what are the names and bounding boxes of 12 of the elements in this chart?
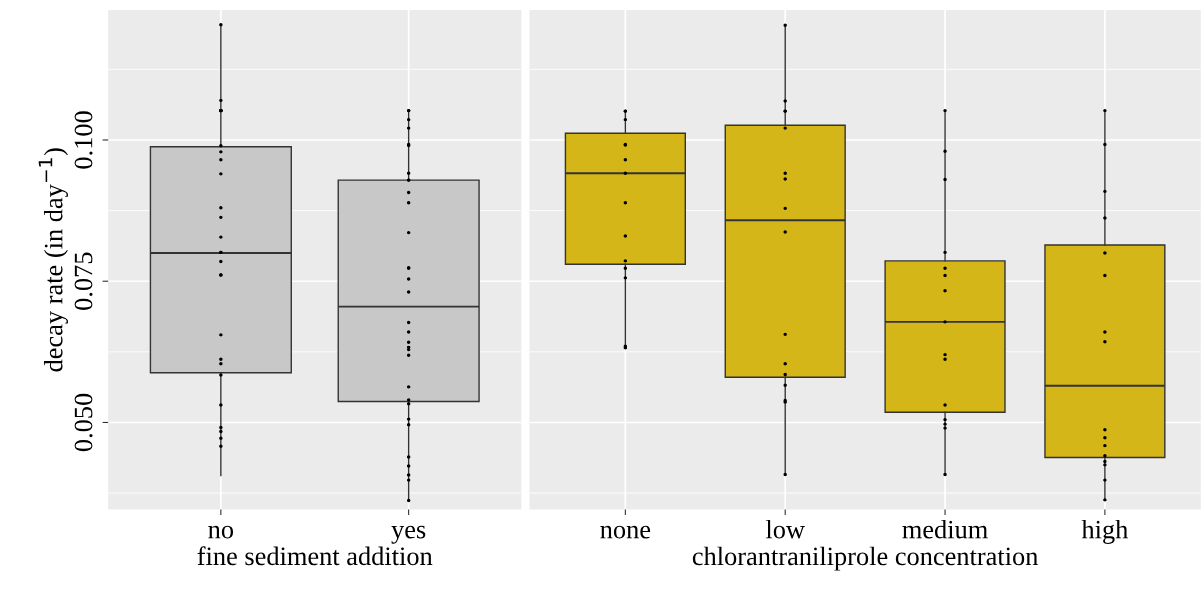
y-axis-title: decay rate (in day$^{−1}$)	[38, 148, 68, 372]
y-tick-label: 0.050	[74, 393, 93, 452]
x-tick-label: medium	[902, 519, 988, 539]
y-tick-label: 0.100	[74, 111, 93, 169]
x-axis-title: chlorantraniliprole concentration	[692, 546, 1039, 571]
y-tick-label: 0.075	[74, 252, 93, 310]
x-axis-title: fine sediment addition	[197, 546, 433, 566]
x-tick-label: high	[1081, 519, 1128, 544]
x-tick-label: no	[208, 525, 234, 539]
x-tick-label: yes	[391, 525, 426, 544]
x-tick-label: low	[765, 519, 805, 539]
x-tick-label: none	[600, 525, 651, 539]
